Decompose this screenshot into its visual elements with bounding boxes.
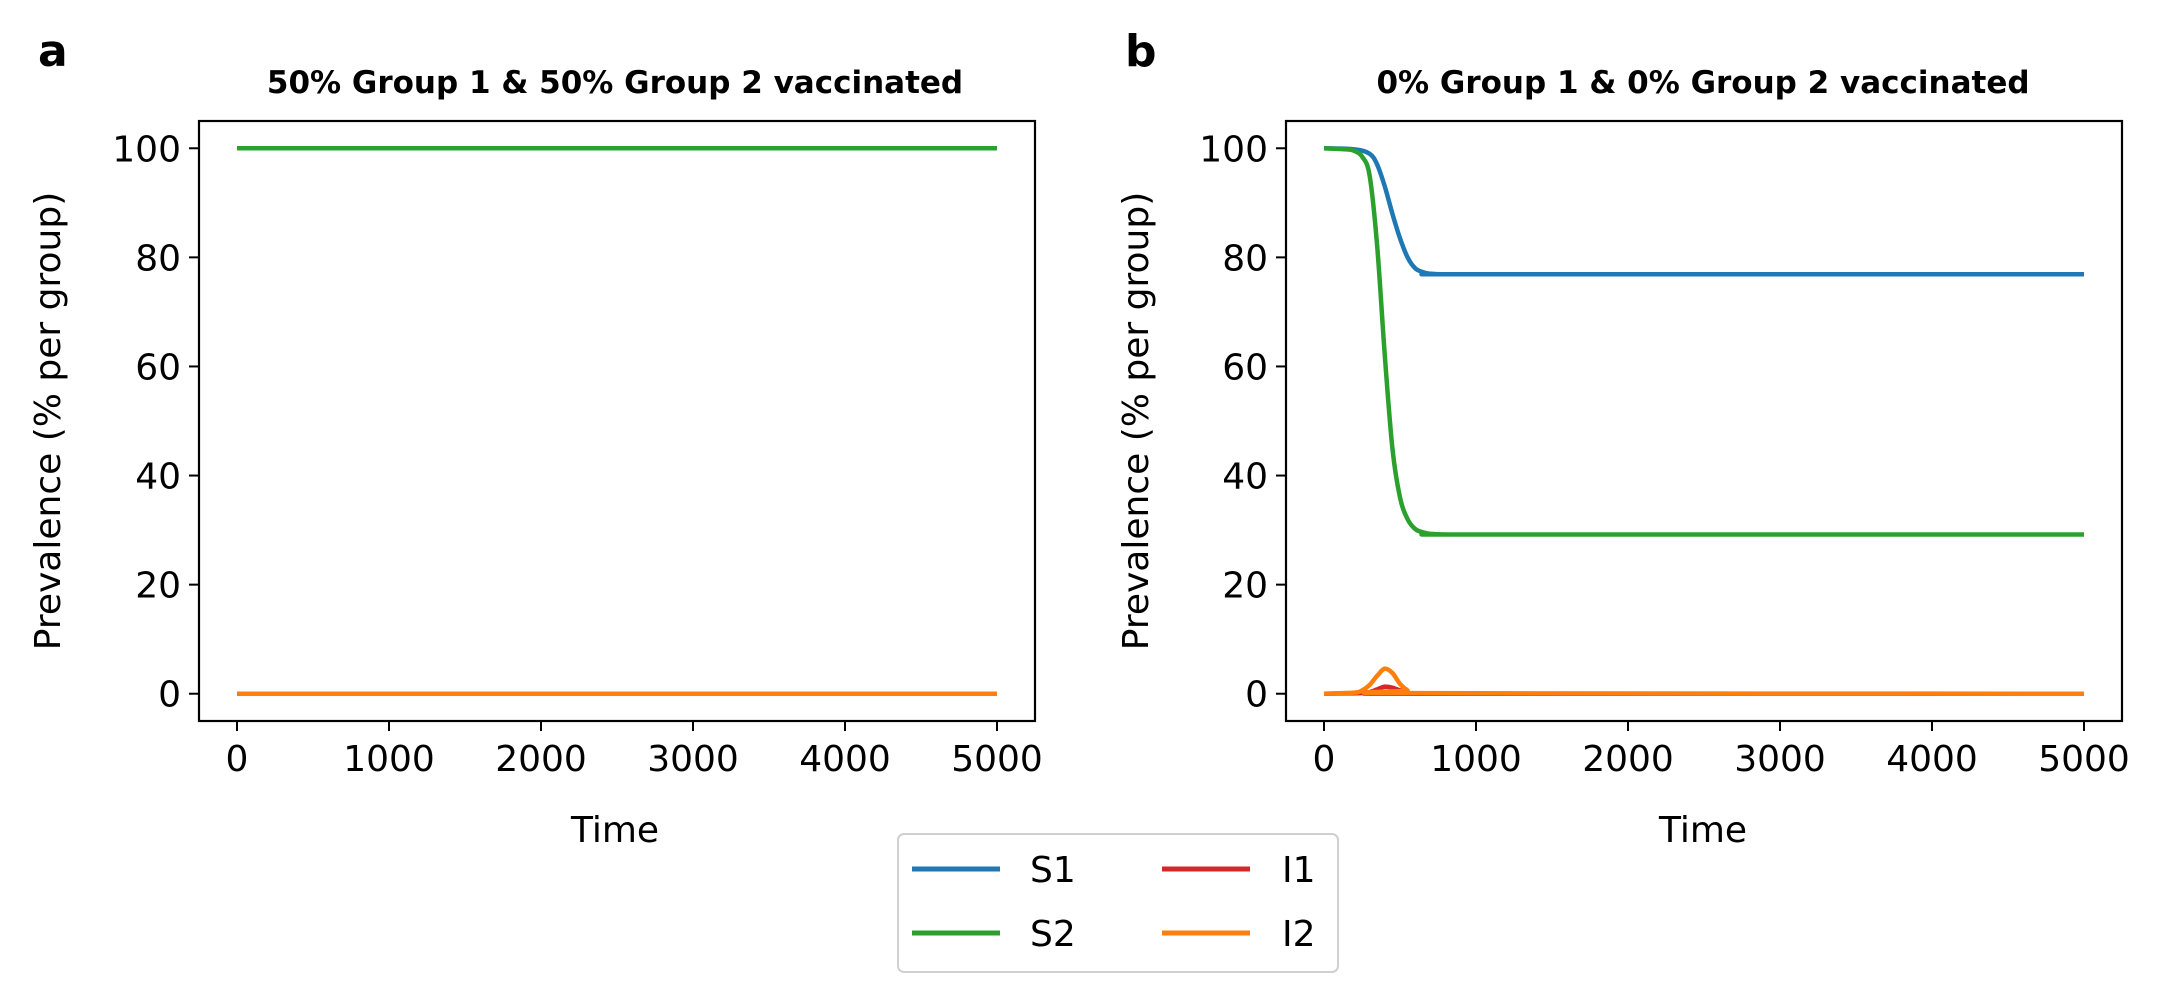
legend-label: I2 [1282,914,1316,955]
x-tick-label: 5000 [951,739,1043,780]
panel-a: a 50% Group 1 & 50% Group 2 vaccinated P… [28,26,1043,851]
legend-entry-s1: S1 [912,850,1076,891]
x-tick-label: 4000 [1886,739,1978,780]
x-tick-label: 4000 [799,739,891,780]
x-tick-label: 2000 [495,739,587,780]
y-tick-label: 40 [135,457,181,498]
chart-title: 0% Group 1 & 0% Group 2 vaccinated [1376,65,2029,101]
x-tick-label: 3000 [647,739,739,780]
y-tick-label: 100 [112,129,181,170]
legend-entry-i2: I2 [1162,914,1316,955]
x-tick-label: 5000 [2038,739,2130,780]
x-tick-label: 0 [226,739,249,780]
y-tick-label: 80 [135,238,181,279]
y-tick-label: 20 [135,566,181,607]
y-tick-label: 100 [1199,129,1268,170]
x-tick-label: 0 [1313,739,1336,780]
panel-label: b [1125,26,1157,77]
y-tick-label: 80 [1222,238,1268,279]
series-line-s2 [1323,146,2084,537]
x-axis-label: Time [570,810,659,851]
legend-label: S2 [1030,914,1076,955]
y-tick-label: 20 [1222,566,1268,607]
x-tick-label: 1000 [343,739,435,780]
y-tick-label: 0 [158,675,181,716]
x-axis-label: Time [1658,810,1747,851]
panel-b: b 0% Group 1 & 0% Group 2 vaccinated Pre… [1116,26,2130,851]
legend-box [897,833,1339,973]
legend: S1 I1 S2 I2 [897,833,1339,973]
plot-area: 0 1000 2000 3000 4000 5000 0 20 40 60 80 100 [1199,129,2130,780]
legend-entry-s2: S2 [912,914,1076,955]
legend-label: I1 [1282,850,1316,891]
series-line-s1 [1323,146,2084,277]
panel-label: a [38,26,68,77]
y-axis-label: Prevalence (% per group) [1116,192,1157,651]
axes-frame [197,119,1037,723]
axes-frame [1284,119,2124,723]
y-tick-label: 60 [1222,347,1268,388]
series-line-i2 [1323,666,2085,696]
y-tick-label: 60 [135,347,181,388]
y-axis-label: Prevalence (% per group) [28,192,69,651]
y-tick-label: 0 [1245,675,1268,716]
x-tick-label: 3000 [1734,739,1826,780]
x-tick-label: 1000 [1430,739,1522,780]
legend-label: S1 [1030,850,1076,891]
x-tick-label: 2000 [1582,739,1674,780]
plot-area: 0 1000 2000 3000 4000 5000 0 20 40 60 80 100 [112,129,1043,780]
chart-title: 50% Group 1 & 50% Group 2 vaccinated [267,65,963,101]
legend-entry-i1: I1 [1162,850,1316,891]
y-tick-label: 40 [1222,457,1268,498]
